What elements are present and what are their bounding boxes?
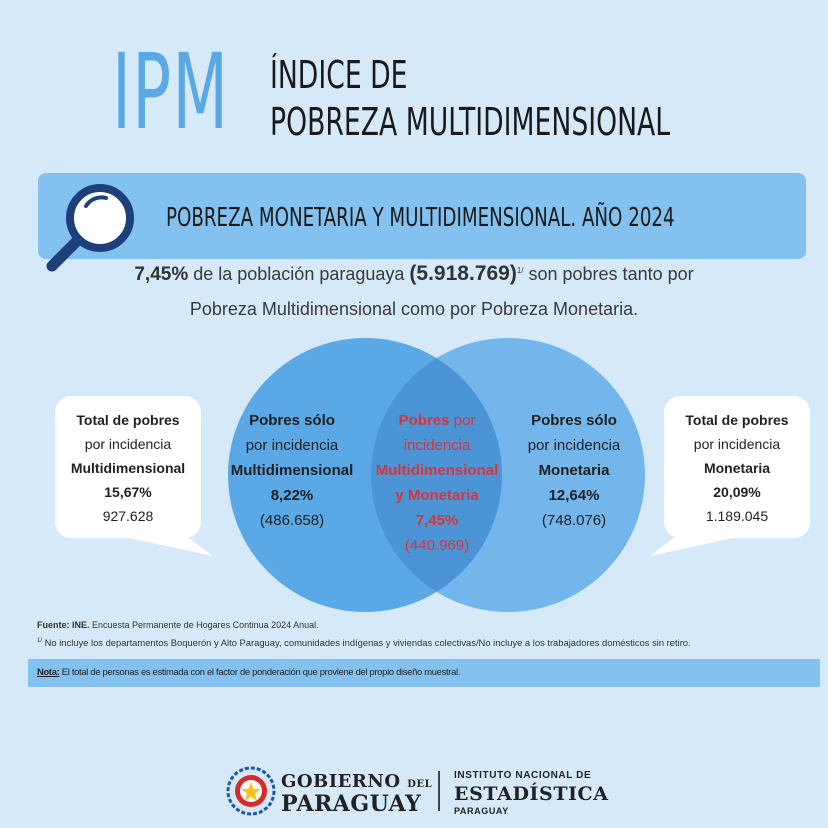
lbubble-title: Total de pobres bbox=[76, 412, 180, 428]
right-title: Pobres sólo bbox=[531, 412, 617, 429]
note-text: Nota: El total de personas es estimada c… bbox=[37, 666, 460, 677]
left-title: Pobres sólo bbox=[249, 412, 335, 429]
summary-pct: 7,45% bbox=[134, 264, 189, 285]
summary-count: (5.918.769) bbox=[409, 262, 517, 285]
rbubble-line2: por incidencia bbox=[693, 436, 781, 452]
ipm-acronym: IPM bbox=[112, 31, 230, 153]
footnote-mark-1: 1/ bbox=[37, 637, 43, 644]
summary-statement-line-2: Pobreza Multidimensional como por Pobrez… bbox=[189, 299, 639, 319]
source-label: Fuente: INE. bbox=[37, 620, 90, 630]
lbubble-line2: por incidencia bbox=[84, 436, 172, 452]
logo-divider bbox=[438, 771, 440, 811]
section-banner bbox=[38, 173, 806, 259]
summary-statement-line-1: 7,45% de la población paraguaya (5.918.7… bbox=[0, 262, 828, 286]
overlap-label: Pobres por incidencia Multidimensional y… bbox=[362, 408, 512, 558]
lbubble-pct: 15,67% bbox=[104, 484, 152, 500]
title-line-1: ÍNDICE DE bbox=[270, 53, 408, 97]
right-circle-label: Pobres sólo por incidencia Monetaria 12,… bbox=[504, 408, 644, 533]
footnote-mark: 1/ bbox=[516, 266, 524, 275]
overlap-region bbox=[371, 338, 502, 612]
mid-count: (440.969) bbox=[404, 537, 470, 554]
gobierno-logo-line2: PARAGUAY bbox=[281, 791, 422, 817]
right-total-label: Total de pobres por incidencia Monetaria… bbox=[664, 408, 810, 528]
mid-pct: 7,45% bbox=[415, 512, 459, 529]
left-bubble-tail bbox=[120, 536, 213, 556]
ine-logo-line2: ESTADÍSTICA bbox=[454, 783, 609, 805]
left-line2: por incidencia bbox=[245, 437, 339, 454]
right-line2: por incidencia bbox=[527, 437, 621, 454]
left-count: (486.658) bbox=[259, 512, 325, 529]
gob-del: DEL bbox=[407, 779, 433, 790]
lbubble-count: 927.628 bbox=[102, 508, 154, 524]
ine-logo-line1: INSTITUTO NACIONAL DE bbox=[454, 770, 592, 781]
rbubble-title: Total de pobres bbox=[685, 412, 789, 428]
paraguay-seal-icon bbox=[226, 766, 276, 816]
right-bubble-tail bbox=[650, 536, 742, 556]
footnote-1: 1/ No incluye los departamentos Boquerón… bbox=[37, 637, 691, 648]
title-line-2: POBREZA MULTIDIMENSIONAL bbox=[270, 100, 671, 144]
summary-text-1: de la población paraguaya bbox=[188, 264, 410, 284]
rbubble-pct: 20,09% bbox=[713, 484, 761, 500]
right-total-bubble bbox=[664, 396, 810, 538]
rbubble-count: 1.189.045 bbox=[705, 508, 769, 524]
left-circle-label: Pobres sólo por incidencia Multidimensio… bbox=[222, 408, 362, 533]
note-bar bbox=[28, 659, 820, 687]
mid-line2: incidencia bbox=[403, 437, 471, 454]
mid-title-dark: por bbox=[449, 412, 476, 429]
note-body: El total de personas es estimada con el … bbox=[59, 666, 461, 677]
footnote-1-text: No incluye los departamentos Boquerón y … bbox=[42, 637, 691, 648]
right-category: Monetaria bbox=[538, 462, 610, 479]
source-note: Fuente: INE. Encuesta Permanente de Hoga… bbox=[37, 620, 319, 630]
summary-text-2: son pobres tanto por bbox=[523, 264, 694, 284]
rbubble-category: Monetaria bbox=[703, 460, 771, 476]
ine-logo-line3: PARAGUAY bbox=[454, 806, 509, 816]
left-total-bubble bbox=[55, 396, 201, 538]
mid-category2: y Monetaria bbox=[395, 487, 479, 504]
right-count: (748.076) bbox=[541, 512, 607, 529]
note-label: Nota: bbox=[37, 666, 60, 677]
gobierno-logo-line1: GOBIERNO DEL bbox=[281, 771, 432, 792]
gob-word: GOBIERNO bbox=[281, 771, 401, 792]
magnifier-icon bbox=[46, 184, 134, 272]
left-category: Multidimensional bbox=[230, 462, 354, 479]
source-text: Encuesta Permanente de Hogares Continua … bbox=[89, 620, 319, 630]
left-pct: 8,22% bbox=[270, 487, 314, 504]
mid-category1: Multidimensional bbox=[375, 462, 499, 479]
banner-title: POBREZA MONETARIA Y MULTIDIMENSIONAL. AÑ… bbox=[166, 203, 675, 233]
mid-title-red: Pobres bbox=[398, 412, 450, 429]
lbubble-category: Multidimensional bbox=[70, 460, 186, 476]
left-total-label: Total de pobres por incidencia Multidime… bbox=[55, 408, 201, 528]
right-pct: 12,64% bbox=[548, 487, 600, 504]
